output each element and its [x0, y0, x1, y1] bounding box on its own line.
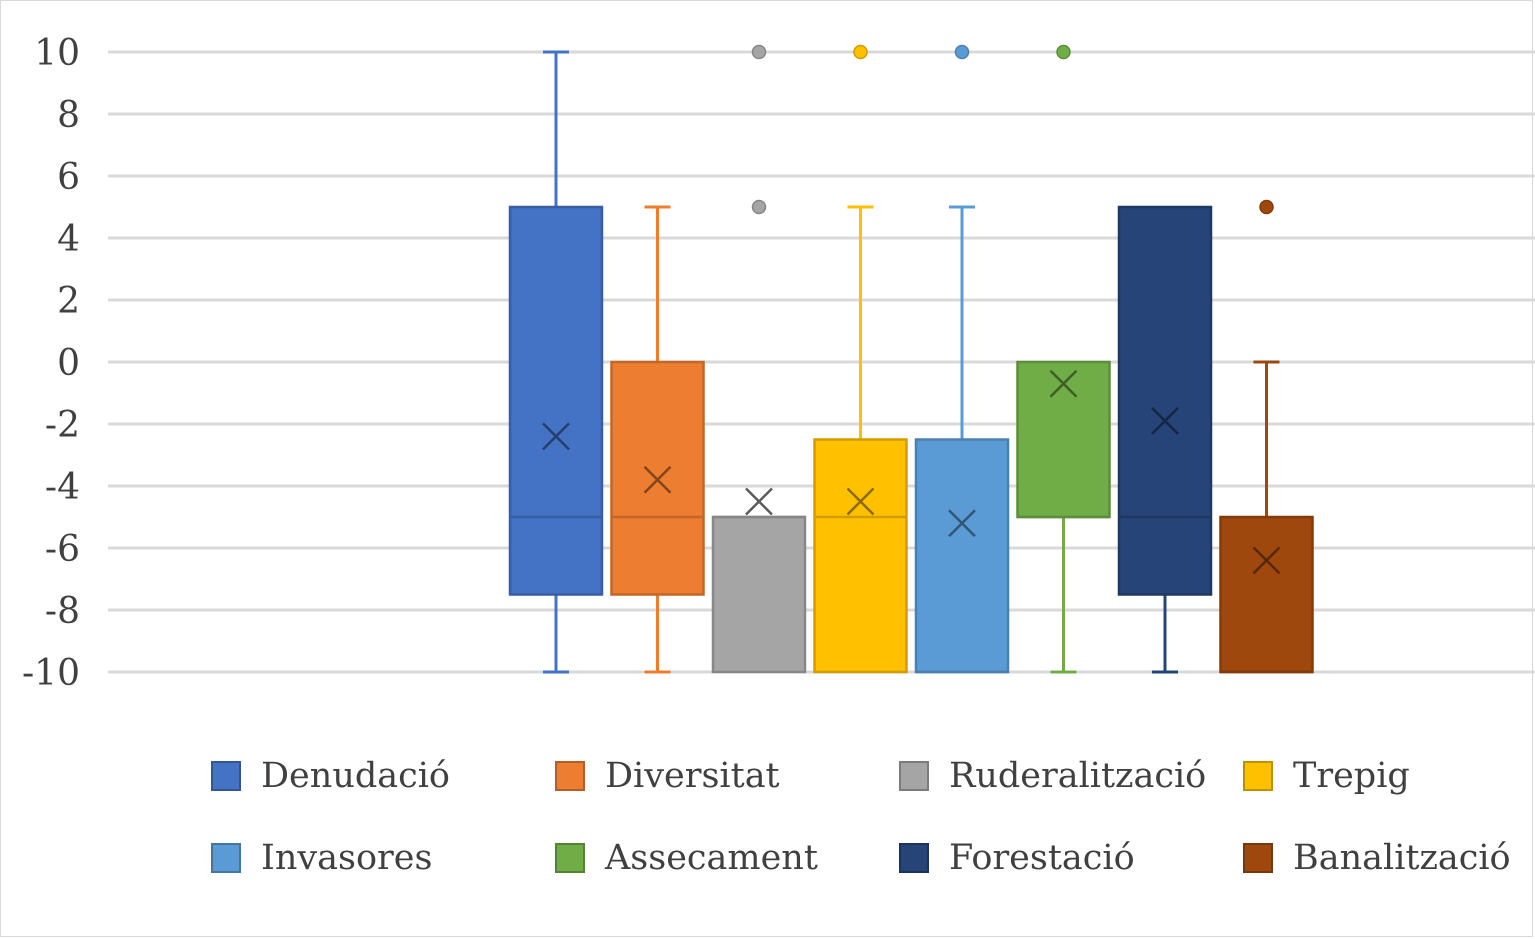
- y-tick-label: 2: [57, 281, 80, 322]
- y-tick-label: 4: [57, 219, 80, 260]
- mean-marker: [1151, 407, 1179, 435]
- box: [1016, 360, 1111, 519]
- mean-marker: [948, 509, 976, 538]
- box: [610, 360, 705, 596]
- outlier-point: [751, 199, 767, 215]
- outlier-point: [1259, 199, 1274, 215]
- mean-marker: [846, 487, 875, 516]
- box: [711, 515, 807, 674]
- outlier-point: [751, 44, 767, 60]
- mean-marker: [1252, 546, 1281, 575]
- y-tick-label: 10: [34, 33, 80, 74]
- box: [1117, 205, 1213, 596]
- mean-marker: [745, 487, 773, 516]
- mean-marker: [643, 465, 672, 494]
- outlier-point: [1056, 44, 1071, 60]
- outlier-point: [954, 44, 970, 60]
- y-tick-label: -10: [22, 653, 80, 694]
- box: [1219, 515, 1314, 674]
- mean-marker: [542, 422, 570, 451]
- outlier-point: [853, 44, 868, 60]
- y-tick-label: 8: [57, 95, 80, 136]
- y-tick-label: 0: [57, 343, 80, 384]
- y-tick-label: -8: [45, 591, 80, 632]
- box: [813, 438, 908, 674]
- y-tick-label: -4: [45, 467, 80, 508]
- box: [914, 438, 1010, 674]
- box: [508, 205, 604, 596]
- y-tick-label: -2: [45, 405, 80, 446]
- mean-marker: [1049, 369, 1078, 398]
- y-tick-label: -6: [45, 529, 80, 570]
- y-tick-label: 6: [57, 157, 80, 198]
